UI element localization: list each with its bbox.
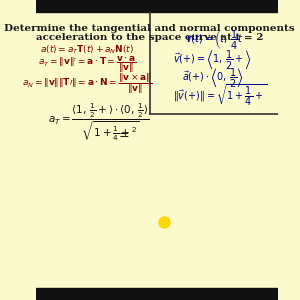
Text: $\vec{v}(+) = \left\langle 1,\, \dfrac{1}{2}+\right\rangle$: $\vec{v}(+) = \left\langle 1,\, \dfrac{1…	[173, 49, 252, 71]
Text: acceleration to the space curve at t = 2: acceleration to the space curve at t = 2	[36, 33, 263, 42]
Bar	[36, 288, 278, 300]
Text: $\vec{a}(+) \cdot \left\langle 0,\, \dfrac{1}{2}\right\rangle$: $\vec{a}(+) \cdot \left\langle 0,\, \dfr…	[182, 67, 244, 89]
Text: $a(t) = a_T\mathbf{T}(t) + a_N\mathbf{N}(t)$: $a(t) = a_T\mathbf{T}(t) + a_N\mathbf{N}…	[40, 43, 134, 56]
Text: $\mathbf{r}(t) = \left(t,\, \dfrac{1}{4}t\right.$: $\mathbf{r}(t) = \left(t,\, \dfrac{1}{4}…	[186, 29, 244, 52]
Text: Determine the tangential and normal components: Determine the tangential and normal comp…	[4, 24, 295, 33]
Text: $a_N = \|\mathbf{v}\|\|\mathbf{T}\prime\| = \mathbf{a} \cdot \mathbf{N} = \dfrac: $a_N = \|\mathbf{v}\|\|\mathbf{T}\prime\…	[22, 72, 152, 96]
Bar	[36, 0, 278, 12]
Text: $=$: $=$	[116, 127, 130, 140]
Text: $a_T = \|\mathbf{v}\|' = \mathbf{a} \cdot \mathbf{T} = \dfrac{\mathbf{v} \cdot \: $a_T = \|\mathbf{v}\|' = \mathbf{a} \cdo…	[38, 54, 136, 75]
Text: $\|\vec{v}(+)\| = \sqrt{1 + \dfrac{1}{4}+}$: $\|\vec{v}(+)\| = \sqrt{1 + \dfrac{1}{4}…	[172, 82, 267, 108]
Text: $a_T = \dfrac{\langle 1,\, \frac{1}{2}+\rangle \cdot \langle 0,\, \frac{1}{2}\ra: $a_T = \dfrac{\langle 1,\, \frac{1}{2}+\…	[48, 102, 149, 144]
